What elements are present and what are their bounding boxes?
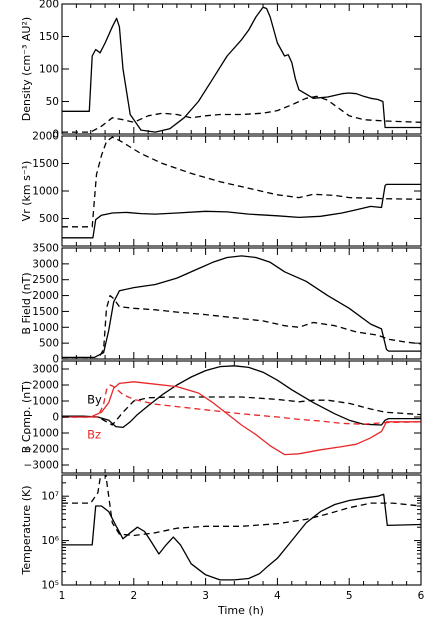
y-tick-label: 0 bbox=[52, 412, 59, 424]
series-annotation: By bbox=[87, 392, 102, 406]
series-group bbox=[62, 475, 421, 581]
y-tick-label: 2000 bbox=[32, 290, 59, 302]
series-dashed-line-2 bbox=[62, 136, 421, 228]
series-solid-line-1 bbox=[62, 493, 421, 581]
x-tick-label: 4 bbox=[274, 590, 281, 602]
y-tick-label: −1000 bbox=[23, 428, 59, 440]
y-tick-label: 1000 bbox=[32, 322, 59, 334]
y-tick-label: 10⁷ bbox=[41, 491, 59, 503]
series-annotation: Bz bbox=[87, 428, 101, 442]
y-tick-label: 1500 bbox=[32, 158, 59, 170]
y-tick-label: 3500 bbox=[32, 243, 59, 255]
y-axis-label: Temperature (K) bbox=[20, 486, 33, 576]
y-axis-label: Density (cm⁻³ AU²) bbox=[20, 17, 33, 121]
series-solid-line-3 bbox=[62, 381, 421, 456]
series-solid-line-1 bbox=[62, 6, 421, 133]
series-solid-line-1 bbox=[62, 255, 421, 359]
y-tick-label: 500 bbox=[39, 338, 59, 350]
y-tick-label: 1000 bbox=[32, 186, 59, 198]
y-tick-label: 1500 bbox=[32, 306, 59, 318]
y-tick-label: −2000 bbox=[23, 444, 59, 456]
panel-3: 0 500 1000 1500 2000 2500 3000 3500 B Field (nT) bbox=[20, 243, 422, 366]
x-tick-label: 6 bbox=[418, 590, 425, 602]
series-group bbox=[62, 365, 421, 456]
series-group bbox=[62, 255, 421, 359]
y-axis-label: B Field (nT) bbox=[20, 272, 33, 334]
y-tick-label: 3000 bbox=[32, 258, 59, 270]
y-tick-label: 0 bbox=[52, 354, 59, 366]
y-tick-label: 10⁶ bbox=[41, 535, 59, 547]
panel-5: 10⁵ 10⁶ 10⁷ 1 2 3 4 5 6 Temperature (K) bbox=[20, 474, 425, 602]
y-axis-label: Vr (km s⁻¹) bbox=[20, 161, 33, 222]
y-tick-label: 2000 bbox=[32, 131, 59, 143]
y-tick-label: 3000 bbox=[32, 364, 59, 376]
panel-frame bbox=[61, 247, 422, 360]
x-axis-label: Time (h) bbox=[217, 604, 264, 617]
y-tick-label: 150 bbox=[39, 31, 59, 43]
panel-frame bbox=[61, 135, 422, 247]
panel-1: 0 50 100 150 200 Density (cm⁻³ AU²) bbox=[20, 0, 422, 141]
y-tick-label: 0 bbox=[52, 129, 59, 141]
y-tick-label: 50 bbox=[46, 96, 59, 108]
x-tick-label: 5 bbox=[346, 590, 353, 602]
series-dashed-line-2 bbox=[62, 294, 421, 359]
y-tick-label: 10⁵ bbox=[41, 580, 59, 592]
series-dashed-line-2 bbox=[62, 95, 421, 133]
x-tick-label: 1 bbox=[59, 590, 66, 602]
panel-2: 500 1000 1500 2000 Vr (km s⁻¹) bbox=[20, 131, 422, 247]
y-tick-label: 2500 bbox=[32, 274, 59, 286]
y-tick-label: 1000 bbox=[32, 396, 59, 408]
x-tick-label: 2 bbox=[130, 590, 137, 602]
y-tick-label: 100 bbox=[39, 64, 59, 76]
series-dashed-line-2 bbox=[62, 396, 421, 426]
series-group bbox=[62, 6, 421, 133]
y-tick-label: 500 bbox=[39, 213, 59, 225]
panel-frame bbox=[61, 3, 422, 135]
panel-frame bbox=[61, 474, 422, 586]
series-group bbox=[62, 136, 421, 239]
series-solid-line-1 bbox=[62, 183, 421, 239]
series-solid-line-1 bbox=[62, 365, 421, 429]
series-dashed-line-4 bbox=[62, 384, 421, 425]
panel-frame bbox=[61, 360, 422, 474]
panel-4: −3000 −2000 −1000 0 1000 2000 3000 B Comp. (nT)… bbox=[20, 360, 422, 474]
x-tick-label: 3 bbox=[202, 590, 209, 602]
y-axis-label: B Comp. (nT) bbox=[20, 381, 33, 453]
y-tick-label: 2000 bbox=[32, 380, 59, 392]
y-tick-label: −3000 bbox=[23, 460, 59, 472]
series-dashed-line-2 bbox=[62, 475, 421, 537]
y-tick-label: 200 bbox=[39, 0, 59, 11]
